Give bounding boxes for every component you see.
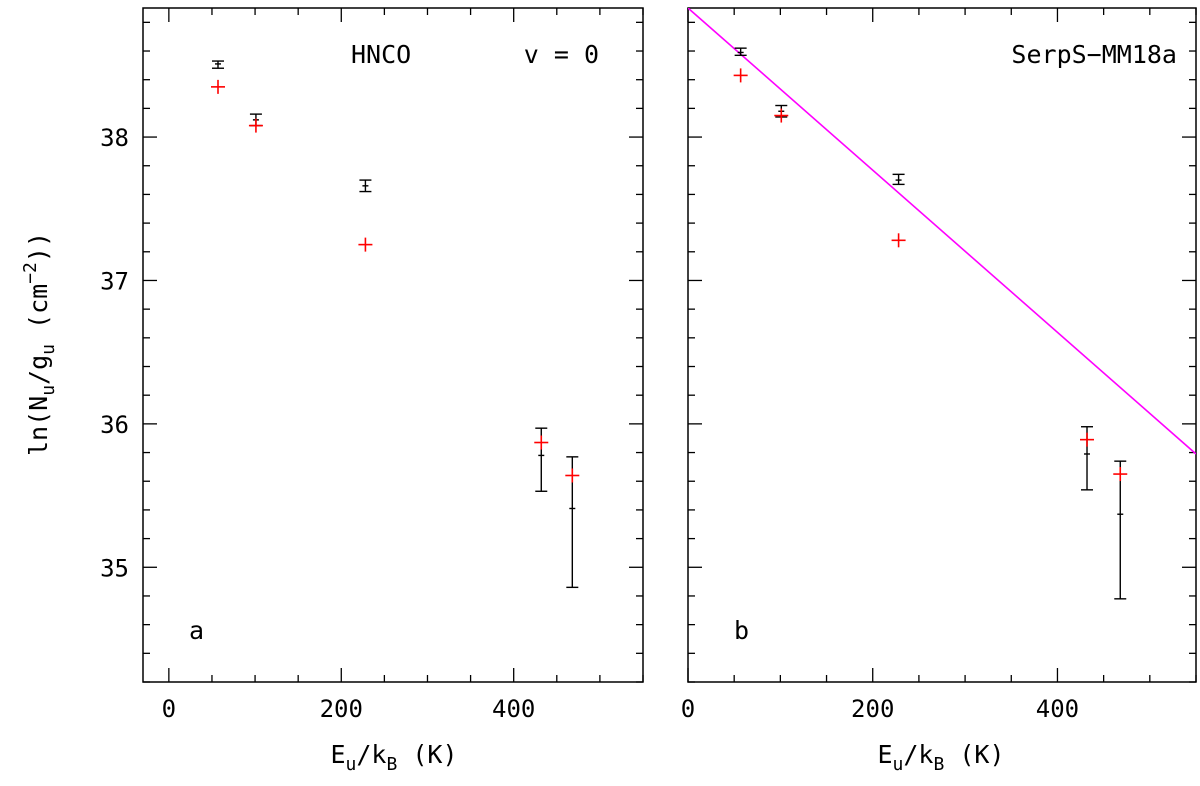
ylabel-close: )) — [24, 232, 53, 262]
molecule-label: HNCO — [351, 40, 411, 69]
plot-frame — [687, 7, 1197, 683]
data-point-model — [1080, 432, 1095, 447]
source-label: SerpS−MM18a — [1011, 40, 1177, 69]
y-axis-label: ln(Nu/gu (cm−2)) — [20, 232, 59, 456]
y-tick-label: 38 — [100, 124, 129, 152]
data-point-model — [774, 108, 789, 123]
data-point-model — [1113, 467, 1128, 482]
ylabel-mid: /g — [24, 355, 53, 385]
panel-label: b — [734, 616, 749, 645]
plot-frame — [142, 7, 644, 683]
data-point-model — [565, 468, 580, 483]
ylabel-sub2: u — [38, 344, 59, 355]
data-point-model — [891, 233, 906, 248]
xlabel-unit: (K) — [397, 740, 457, 769]
xlabel-unit: (K) — [944, 740, 1004, 769]
panel-b: 0 200 400 SerpS−MM18a b — [681, 7, 1197, 723]
x-axis-label-b: Eu/kB (K) — [877, 740, 1004, 775]
y-tick-label: 37 — [100, 267, 129, 295]
xlabel-prefix: E — [877, 740, 892, 769]
xlabel-sub2: B — [386, 754, 397, 775]
panel-label: a — [189, 616, 204, 645]
fit-line — [688, 8, 1196, 455]
data-point-model — [358, 237, 373, 252]
ylabel-prefix: ln(N — [24, 396, 53, 456]
data-point-observed — [892, 173, 905, 186]
x-tick-label: 200 — [851, 695, 894, 723]
x-tick-label: 0 — [681, 695, 695, 723]
x-tick-label: 400 — [492, 695, 535, 723]
data-point-model — [248, 118, 263, 133]
xlabel-sub1: u — [893, 754, 904, 775]
data-point-observed — [359, 179, 372, 193]
data-point-observed — [1114, 460, 1127, 600]
xlabel-mid: /k — [903, 740, 933, 769]
data-point-observed — [212, 60, 224, 69]
data-point-model — [534, 435, 549, 450]
x-tick-label: 400 — [1036, 695, 1079, 723]
x-tick-label: 0 — [162, 695, 176, 723]
x-axis-label-a: Eu/kB (K) — [330, 740, 457, 775]
data-point-observed — [734, 47, 747, 57]
panel-a: 0 200 400 35 36 37 38 HNCO v = 0 a — [100, 7, 644, 723]
data-point-model — [211, 79, 225, 94]
ylabel-unit-open: (cm — [24, 284, 53, 344]
xlabel-sub1: u — [346, 754, 357, 775]
ylabel-sub1: u — [38, 385, 59, 396]
xlabel-prefix: E — [330, 740, 345, 769]
xlabel-sub2: B — [933, 754, 944, 775]
state-label: v = 0 — [524, 40, 599, 69]
y-tick-label: 36 — [100, 411, 129, 439]
xlabel-mid: /k — [356, 740, 386, 769]
data-point-model — [733, 68, 748, 83]
ylabel-sup: −2 — [20, 262, 41, 284]
x-tick-label: 200 — [320, 695, 363, 723]
y-tick-label: 35 — [100, 554, 129, 582]
